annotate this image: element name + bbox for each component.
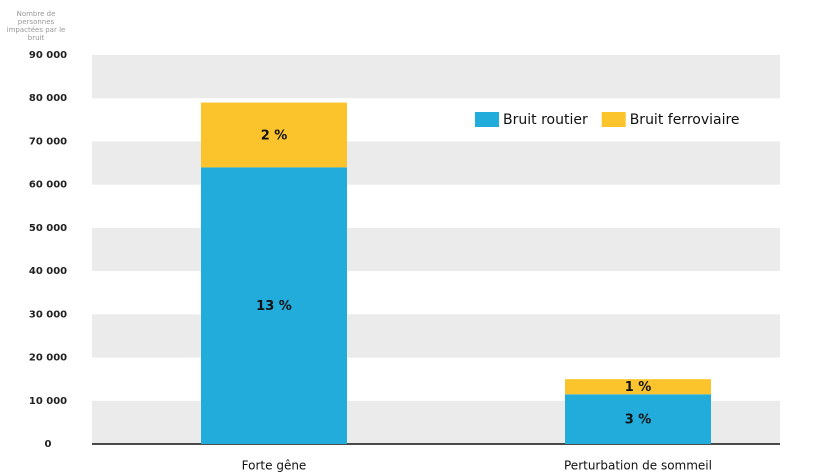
legend-swatch (601, 112, 626, 127)
y-tick-label: 10 000 (29, 396, 67, 407)
y-tick-label: 20 000 (29, 353, 67, 364)
grid-band (92, 141, 780, 185)
x-tick-label: Forte gêne (242, 459, 307, 473)
segment-label: 1 % (625, 380, 652, 395)
grid-band (92, 55, 780, 99)
y-tick-label: 30 000 (29, 309, 67, 320)
legend-label: Bruit ferroviaire (630, 112, 740, 128)
bar-segment (201, 167, 347, 444)
bar-segment (565, 394, 711, 444)
bar-segment (565, 379, 711, 395)
legend-swatch (475, 112, 499, 127)
y-tick-label: 90 000 (29, 50, 67, 61)
y-tick-label: 40 000 (29, 266, 67, 277)
grid-band (92, 227, 780, 272)
y-tick-label: 70 000 (29, 136, 67, 147)
y-tick-label: 60 000 (29, 180, 67, 191)
segment-label: 13 % (256, 299, 292, 314)
grid-band (92, 314, 780, 358)
x-tick-label: Perturbation de sommeil (564, 459, 712, 473)
legend-label: Bruit routier (503, 112, 588, 128)
y-tick-label: 50 000 (29, 223, 67, 234)
bar-segment (201, 102, 347, 168)
y-tick-label: 0 (45, 439, 52, 450)
segment-label: 2 % (261, 128, 288, 143)
segment-label: 3 % (625, 413, 652, 428)
y-tick-label: 80 000 (29, 93, 67, 104)
y-axis-title: Nombre de personnes impactées par le bru… (6, 10, 66, 42)
